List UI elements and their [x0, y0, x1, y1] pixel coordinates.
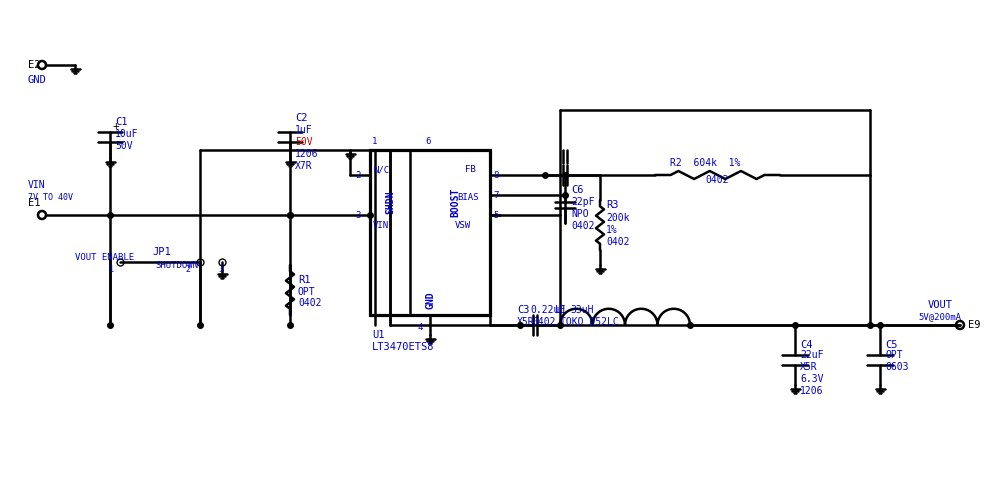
- Text: L1: L1: [555, 305, 568, 315]
- Text: VIN: VIN: [373, 220, 389, 229]
- Text: C3: C3: [517, 305, 530, 315]
- Text: VSW: VSW: [455, 220, 471, 229]
- Text: VOUT: VOUT: [927, 300, 953, 310]
- Text: R2  604k  1%: R2 604k 1%: [670, 158, 740, 168]
- Bar: [370, 150, 490, 315]
- Text: 33uH: 33uH: [570, 305, 593, 315]
- Text: 1: 1: [372, 137, 378, 146]
- Text: +: +: [113, 121, 120, 131]
- Text: SHUTDOWN: SHUTDOWN: [155, 261, 198, 269]
- Text: 1206: 1206: [800, 386, 824, 396]
- Text: OPT: OPT: [298, 287, 315, 297]
- Text: 0402: 0402: [705, 175, 728, 185]
- Text: U1: U1: [372, 330, 385, 340]
- Text: 0402: 0402: [298, 298, 321, 308]
- Text: LT3470ETS8: LT3470ETS8: [372, 342, 434, 352]
- Text: FB: FB: [465, 166, 475, 175]
- Text: 8: 8: [493, 170, 498, 180]
- Text: 5V@200mA: 5V@200mA: [918, 312, 962, 322]
- Text: X5R: X5R: [800, 362, 818, 372]
- Text: 2: 2: [355, 170, 361, 180]
- Text: GND: GND: [28, 75, 46, 85]
- Text: 1206: 1206: [295, 149, 318, 159]
- Text: E2: E2: [28, 60, 40, 70]
- Text: C6: C6: [571, 185, 583, 195]
- Text: 5: 5: [493, 211, 498, 219]
- Text: 0402: 0402: [532, 317, 556, 327]
- Text: 50V: 50V: [115, 141, 133, 151]
- Text: 22pF: 22pF: [571, 197, 594, 207]
- Text: 200k: 200k: [606, 213, 629, 223]
- Text: 1%: 1%: [606, 225, 617, 235]
- Text: R3: R3: [606, 200, 618, 210]
- Text: OPT: OPT: [885, 350, 902, 360]
- Text: GND: GND: [425, 291, 435, 309]
- Text: 6: 6: [425, 137, 430, 146]
- Text: E1: E1: [28, 198, 40, 208]
- Text: 2: 2: [185, 265, 190, 275]
- Text: 6.3V: 6.3V: [800, 374, 824, 384]
- Text: 22uF: 22uF: [800, 350, 824, 360]
- Text: 3: 3: [355, 211, 361, 219]
- Text: 1uF: 1uF: [295, 125, 312, 135]
- Text: 0402: 0402: [606, 237, 629, 247]
- Text: R1: R1: [298, 275, 310, 285]
- Text: VOUT ENABLE: VOUT ENABLE: [75, 253, 134, 263]
- Text: C5: C5: [885, 340, 897, 350]
- Text: JP1: JP1: [152, 247, 171, 257]
- Text: N/C: N/C: [373, 166, 389, 175]
- Text: TOKO D52LC: TOKO D52LC: [560, 317, 618, 327]
- Text: 10uF: 10uF: [115, 129, 139, 139]
- Text: X7R: X7R: [295, 161, 312, 171]
- Text: 0.22uF: 0.22uF: [530, 305, 565, 315]
- Text: BOOST: BOOST: [450, 188, 460, 217]
- Text: SHDN: SHDN: [385, 191, 395, 214]
- Text: E9: E9: [968, 320, 981, 330]
- Text: 4: 4: [418, 323, 423, 332]
- Text: 0402: 0402: [571, 221, 594, 231]
- Text: NPO: NPO: [571, 209, 589, 219]
- Text: BIAS: BIAS: [457, 192, 478, 202]
- Text: 7: 7: [493, 191, 498, 200]
- Text: C2: C2: [295, 113, 307, 123]
- Text: X5R: X5R: [517, 317, 535, 327]
- Text: 7V TO 40V: 7V TO 40V: [28, 192, 73, 202]
- Text: 3: 3: [218, 265, 223, 275]
- Text: 50V: 50V: [295, 137, 312, 147]
- Text: C1: C1: [115, 117, 128, 127]
- Text: 0603: 0603: [885, 362, 908, 372]
- Text: C4: C4: [800, 340, 813, 350]
- Text: 1: 1: [109, 265, 114, 275]
- Text: VIN: VIN: [28, 180, 45, 190]
